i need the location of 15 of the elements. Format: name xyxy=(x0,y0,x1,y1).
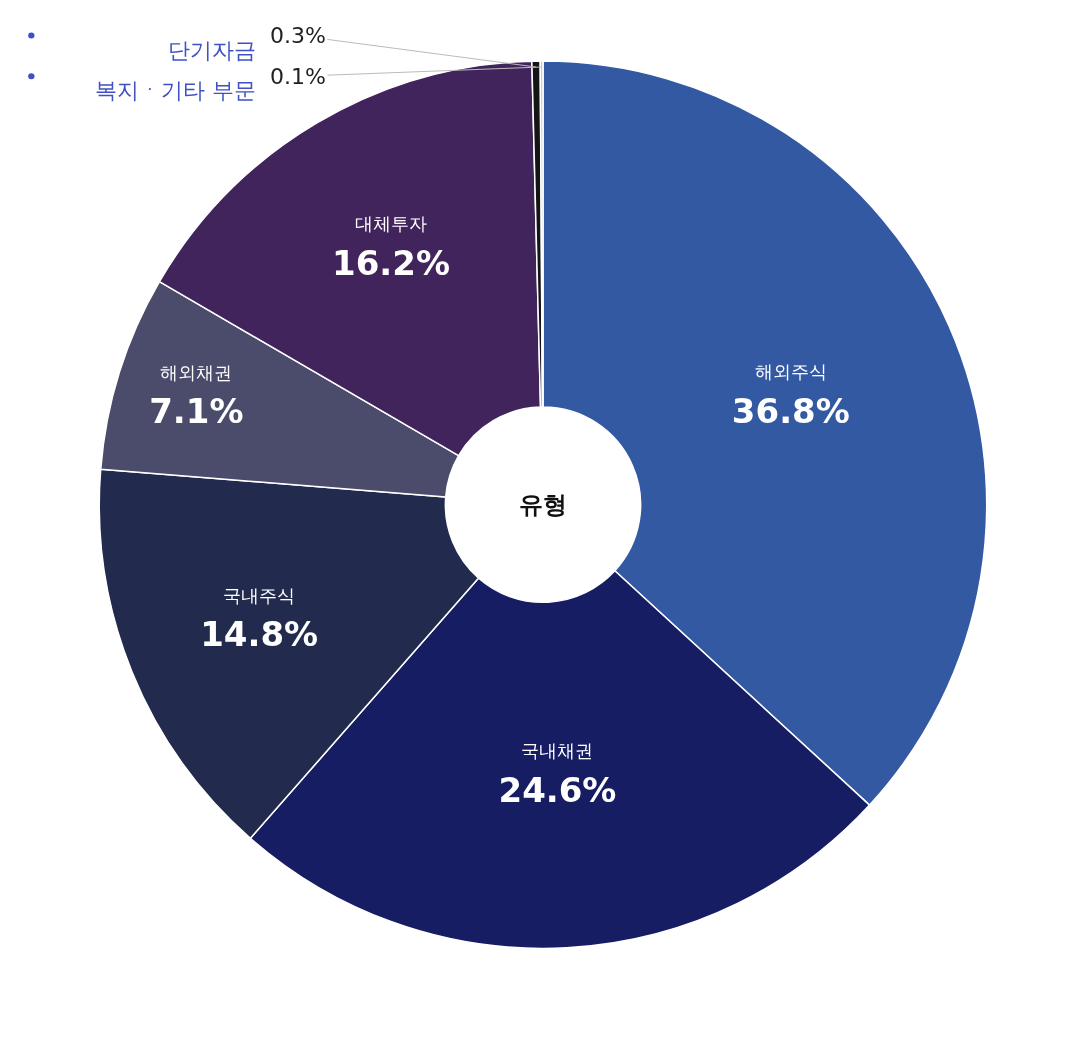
slice-label: 국내채권 xyxy=(521,740,594,762)
slice-label: 해외주식 xyxy=(754,361,827,383)
data-label: 0.3% xyxy=(270,23,326,48)
data-label: 14.8% xyxy=(200,614,319,655)
text: 유형 xyxy=(519,491,567,519)
data-label: 24.6% xyxy=(498,769,617,810)
slice-label: 대체투자 xyxy=(355,213,428,235)
slice-label: 국내주식 xyxy=(223,585,296,607)
slice-label: 단기자금 xyxy=(168,38,256,63)
data-label: 0.1% xyxy=(270,64,326,89)
slice-label: 복지ㆍ기타 부문 xyxy=(95,78,256,103)
data-label: 16.2% xyxy=(332,242,451,283)
slice-label: 해외채권 xyxy=(160,361,233,383)
data-label: 7.1% xyxy=(149,390,244,431)
data-label: 36.8% xyxy=(731,390,850,431)
